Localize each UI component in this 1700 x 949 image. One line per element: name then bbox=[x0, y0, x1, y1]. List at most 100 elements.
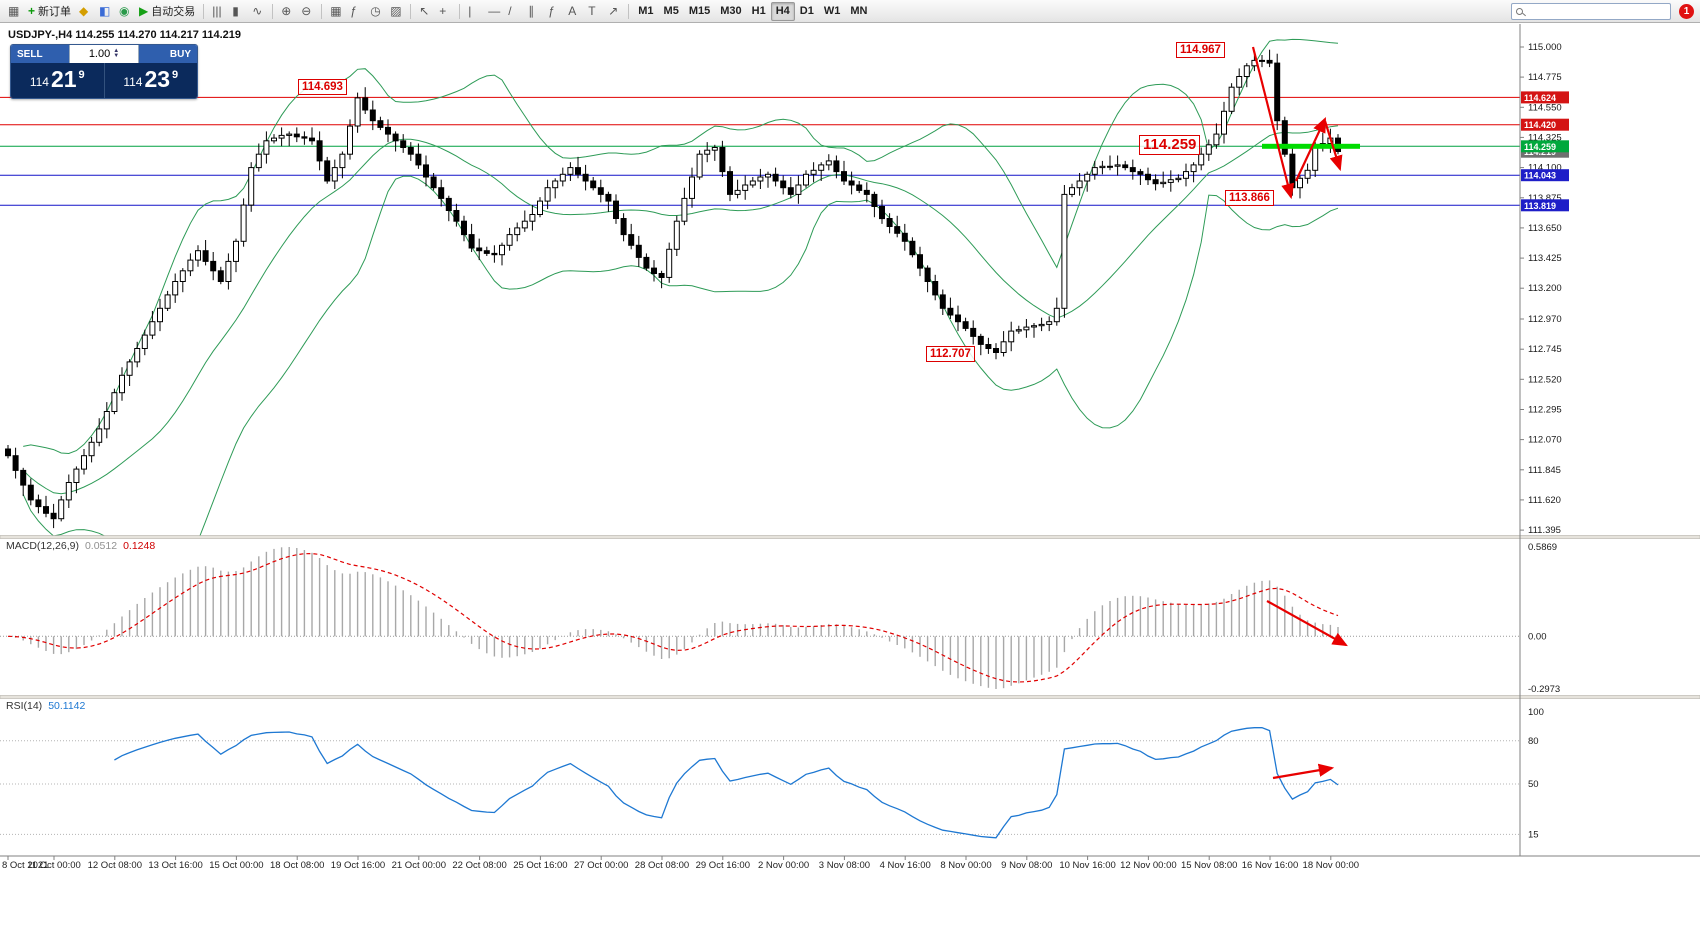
tile-windows-button[interactable]: ▦ bbox=[326, 2, 346, 21]
zoom-out-button[interactable]: ⊖ bbox=[297, 2, 317, 21]
data-window-icon: ◧ bbox=[99, 4, 111, 18]
candle bbox=[575, 167, 581, 175]
candle bbox=[977, 335, 984, 345]
candle bbox=[894, 226, 901, 234]
new-order-icon: + bbox=[28, 4, 36, 18]
tf-m30-button[interactable]: M30 bbox=[715, 2, 746, 21]
candle bbox=[901, 232, 908, 242]
notification-badge[interactable]: 1 bbox=[1679, 3, 1694, 19]
templates-button[interactable]: ▨ bbox=[386, 2, 406, 21]
tf-mn-button[interactable]: MN bbox=[845, 2, 872, 21]
candle bbox=[476, 247, 483, 252]
price-callout[interactable]: 114.967 bbox=[1176, 42, 1225, 58]
candle bbox=[81, 455, 87, 470]
candle bbox=[1015, 329, 1022, 332]
tf-d1-button[interactable]: D1 bbox=[795, 2, 819, 21]
candle bbox=[278, 134, 285, 139]
trend-arrows[interactable] bbox=[1251, 46, 1348, 780]
auto-trading-button[interactable]: ▶ 自动交易 bbox=[135, 2, 199, 21]
candle bbox=[126, 361, 133, 376]
buy-button[interactable]: 114 23 9 bbox=[103, 63, 198, 98]
candle bbox=[1304, 169, 1311, 179]
volume-down-icon[interactable]: ▼ bbox=[113, 53, 120, 59]
tf-m15-button[interactable]: M15 bbox=[684, 2, 715, 21]
channel-button[interactable]: ∥ bbox=[524, 2, 544, 21]
tf-w1-button[interactable]: W1 bbox=[819, 2, 846, 21]
candle bbox=[134, 348, 141, 363]
vertical-line-button[interactable]: | bbox=[464, 2, 484, 21]
line-chart-button[interactable]: ∿ bbox=[248, 2, 268, 21]
search-box[interactable] bbox=[1511, 2, 1671, 20]
rsi-title: RSI(14) bbox=[6, 700, 43, 712]
tf-h1-button[interactable]: H1 bbox=[747, 2, 771, 21]
fibonacci-button[interactable]: ƒ bbox=[544, 2, 564, 21]
candle bbox=[841, 171, 847, 182]
price-callout[interactable]: 114.693 bbox=[298, 79, 347, 95]
candle bbox=[58, 499, 65, 520]
text-label-button[interactable]: T bbox=[584, 2, 604, 21]
text-button[interactable]: A bbox=[564, 2, 584, 21]
trendline-button[interactable]: / bbox=[504, 2, 524, 21]
tf-m1-button[interactable]: M1 bbox=[633, 2, 658, 21]
templates-icon: ▨ bbox=[390, 4, 402, 18]
price-tick-label: 112.295 bbox=[1528, 405, 1562, 416]
indicators-button[interactable]: ƒ bbox=[346, 2, 366, 21]
new-chart-button[interactable]: ▦ bbox=[4, 2, 24, 21]
market-watch-button[interactable]: ◆ bbox=[75, 2, 95, 21]
tf-h4-button[interactable]: H4 bbox=[770, 1, 795, 21]
trend-arrow bbox=[1251, 46, 1295, 200]
new-order-button[interactable]: + 新订单 bbox=[24, 2, 75, 21]
one-click-trading-panel: SELL 1.00 ▲ ▼ BUY 114 21 9 114 23 9 bbox=[10, 44, 198, 99]
volume-up-icon[interactable]: ▲ bbox=[113, 48, 120, 54]
candle bbox=[73, 468, 80, 484]
price-callout[interactable]: 114.259 bbox=[1139, 135, 1201, 155]
zoom-in-button[interactable]: ⊕ bbox=[277, 2, 297, 21]
candle bbox=[12, 455, 19, 471]
tf-m5-label: M5 bbox=[663, 5, 679, 17]
strategy-tester-button[interactable]: ◉ bbox=[115, 2, 135, 21]
sell-button[interactable]: 114 21 9 bbox=[11, 63, 104, 98]
candle bbox=[825, 160, 832, 166]
candle bbox=[605, 193, 612, 202]
price-callout[interactable]: 112.707 bbox=[926, 346, 975, 362]
arrow-tool-icon: ↗ bbox=[608, 4, 619, 18]
time-tick-label: 2 Nov 00:00 bbox=[758, 860, 809, 871]
macd-scale-label: -0.2973 bbox=[1528, 684, 1560, 695]
candle bbox=[856, 184, 863, 191]
rsi-value: 50.1142 bbox=[48, 700, 86, 712]
toolbar-separator bbox=[628, 3, 630, 19]
candle bbox=[985, 344, 992, 349]
candle bbox=[833, 160, 840, 173]
price-tick-label: 111.395 bbox=[1528, 525, 1561, 536]
data-window-button[interactable]: ◧ bbox=[95, 2, 115, 21]
toolbar-separator bbox=[272, 3, 274, 19]
cursor-button[interactable]: ↖ bbox=[415, 2, 435, 21]
time-tick-label: 9 Nov 08:00 bbox=[1001, 860, 1052, 871]
horizontal-line-button[interactable]: — bbox=[484, 2, 504, 21]
price-callout[interactable]: 113.866 bbox=[1225, 190, 1274, 206]
buy-label: BUY bbox=[139, 45, 197, 63]
candle bbox=[1236, 76, 1243, 88]
tf-m30-label: M30 bbox=[720, 5, 742, 17]
volume-stepper[interactable]: ▲ ▼ bbox=[113, 48, 120, 59]
search-input[interactable] bbox=[1527, 4, 1666, 18]
tf-m5-button[interactable]: M5 bbox=[659, 2, 684, 21]
candlestick-chart-button[interactable]: ▮ bbox=[228, 2, 248, 21]
price-tag: 114.624 bbox=[1521, 91, 1569, 104]
periods-button[interactable]: ◷ bbox=[366, 2, 386, 21]
candle bbox=[20, 469, 27, 486]
crosshair-button[interactable]: + bbox=[435, 2, 455, 21]
candle bbox=[1205, 144, 1212, 155]
macd-value-signal: 0.1248 bbox=[123, 540, 156, 552]
time-tick-label: 18 Oct 08:00 bbox=[270, 860, 324, 871]
arrow-tool-button[interactable]: ↗ bbox=[604, 2, 624, 21]
bars-chart-button[interactable]: ||| bbox=[208, 2, 228, 21]
rsi-label: RSI(14) 50.1142 bbox=[6, 700, 85, 712]
rsi-scale-label: 50 bbox=[1528, 779, 1539, 790]
candle bbox=[1312, 147, 1319, 171]
candle bbox=[354, 97, 361, 127]
candle bbox=[537, 200, 543, 216]
indicators-icon: ƒ bbox=[350, 4, 357, 18]
volume-field[interactable]: 1.00 ▲ ▼ bbox=[69, 45, 139, 63]
